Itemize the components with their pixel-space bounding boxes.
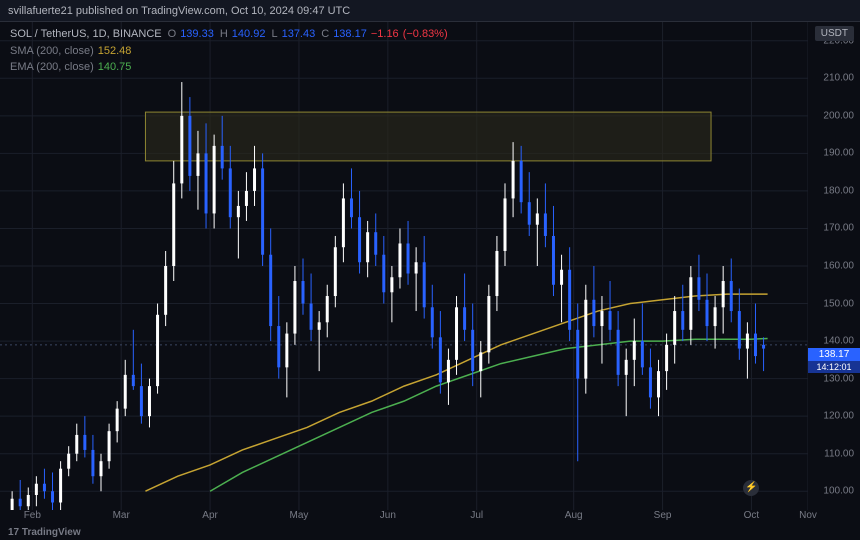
y-tick-label: 140.00 (823, 336, 854, 347)
tv-logo-text: 17 (8, 527, 19, 538)
ema-row: EMA (200, close) 140.75 (10, 59, 448, 76)
x-tick-label: Aug (565, 510, 583, 521)
x-tick-label: Jun (380, 510, 396, 521)
close-value: 138.17 (333, 26, 367, 43)
ema-value: 140.75 (98, 59, 132, 76)
y-tick-label: 150.00 (823, 298, 854, 309)
x-tick-label: Mar (113, 510, 130, 521)
symbol-row: SOL / TetherUS, 1D, BINANCE O 139.33 H 1… (10, 26, 448, 43)
header-bar: svillafuerte21 published on TradingView.… (0, 0, 860, 22)
x-tick-label: Nov (799, 510, 817, 521)
y-tick-label: 160.00 (823, 261, 854, 272)
x-tick-label: Feb (24, 510, 41, 521)
y-tick-label: 120.00 (823, 411, 854, 422)
currency-badge: USDT (815, 26, 854, 41)
y-tick-label: 110.00 (824, 448, 854, 459)
y-tick-label: 200.00 (823, 110, 854, 121)
sma-row: SMA (200, close) 152.48 (10, 43, 448, 60)
candlestick-chart (0, 22, 808, 510)
open-value: 139.33 (180, 26, 214, 43)
time-axis: FebMarAprMayJunJulAugSepOctNov (0, 510, 808, 528)
change-pct: (−0.83%) (403, 26, 448, 43)
close-label: C (321, 26, 329, 43)
x-tick-label: Oct (744, 510, 760, 521)
high-value: 140.92 (232, 26, 266, 43)
symbol-text: SOL / TetherUS, 1D, BINANCE (10, 26, 162, 43)
y-tick-label: 210.00 (823, 73, 854, 84)
x-tick-label: Sep (654, 510, 672, 521)
chart-area[interactable] (0, 22, 808, 510)
high-label: H (220, 26, 228, 43)
open-label: O (168, 26, 177, 43)
countdown-tag: 14:12:01 (808, 361, 860, 373)
brand-footer: 17 TradingView (8, 527, 81, 538)
y-tick-label: 190.00 (823, 148, 854, 159)
y-tick-label: 180.00 (823, 185, 854, 196)
sma-label: SMA (200, close) (10, 43, 94, 60)
publish-info: svillafuerte21 published on TradingView.… (8, 5, 350, 17)
current-price-tag: 138.17 (808, 348, 860, 361)
change-value: −1.16 (371, 26, 399, 43)
info-panel: SOL / TetherUS, 1D, BINANCE O 139.33 H 1… (10, 26, 448, 76)
price-axis: 100.00 110.00 120.00 130.00 140.00 150.00 160.… (808, 22, 860, 510)
ema-label: EMA (200, close) (10, 59, 94, 76)
x-tick-label: Apr (202, 510, 218, 521)
y-tick-label: 100.00 (823, 486, 854, 497)
x-tick-label: Jul (470, 510, 483, 521)
x-tick-label: May (290, 510, 309, 521)
y-tick-label: 130.00 (823, 373, 854, 384)
brand-text: TradingView (22, 527, 81, 538)
low-value: 137.43 (282, 26, 316, 43)
low-label: L (271, 26, 277, 43)
sma-value: 152.48 (98, 43, 132, 60)
y-tick-label: 170.00 (823, 223, 854, 234)
